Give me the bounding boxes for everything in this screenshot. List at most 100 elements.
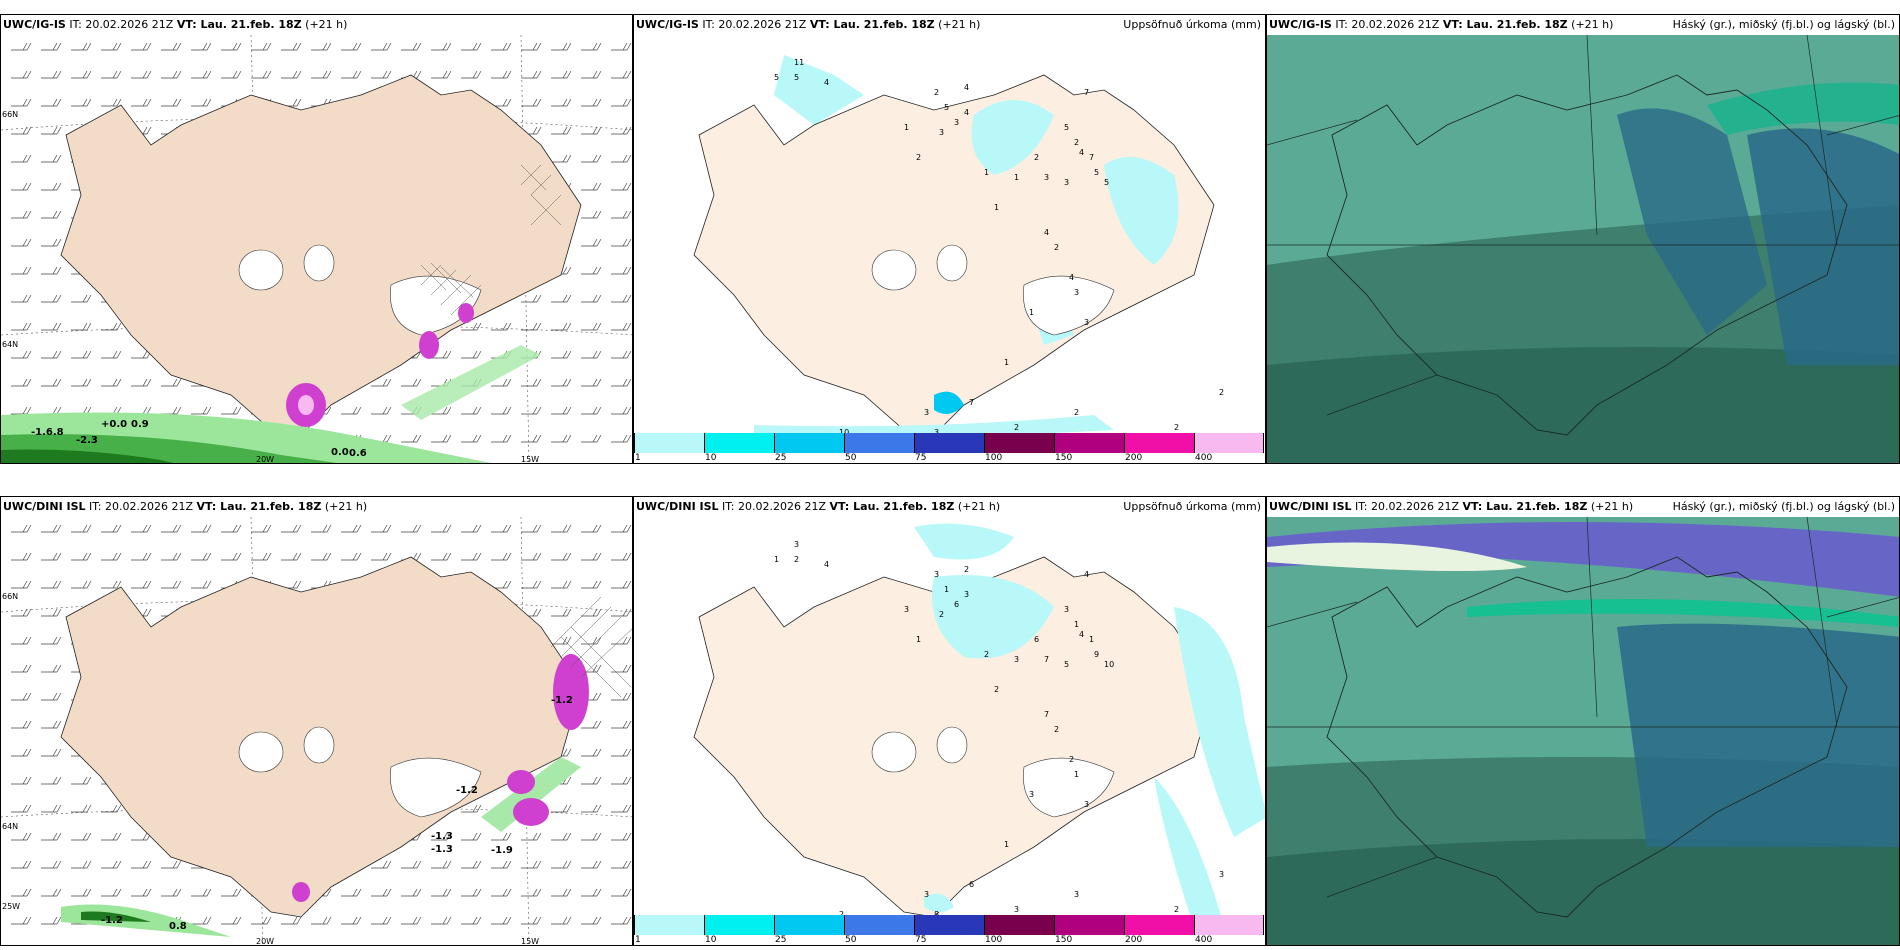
cloud-map-panel-bottom: UWC/DINI ISL IT: 20.02.2026 21Z VT: Lau.… <box>1266 496 1900 946</box>
wind-barb <box>131 98 152 107</box>
colorbar-swatch <box>984 915 1054 935</box>
wind-barb <box>11 608 32 617</box>
precip-value-label: 5 <box>794 73 799 82</box>
wind-barb <box>581 748 602 757</box>
wind-barb <box>611 98 632 107</box>
wind-barb <box>581 350 602 359</box>
wind-barb <box>41 692 62 701</box>
wind-barb <box>611 580 632 589</box>
precip-value-label: 3 <box>1084 800 1089 809</box>
wind-barb <box>551 608 572 617</box>
wind-barb <box>71 70 92 79</box>
wind-barb <box>11 98 32 107</box>
lon-label: 15W <box>521 455 540 464</box>
wind-barb <box>11 322 32 331</box>
precip-value-label: 1 <box>774 555 779 564</box>
wind-barb <box>611 776 632 785</box>
precip-value-label: 6 <box>954 600 959 609</box>
wind-barb <box>11 860 32 869</box>
colorbar-swatch <box>1124 433 1194 453</box>
colorbar-tick: 100 <box>985 453 1003 463</box>
wind-barb <box>191 524 212 533</box>
lon-label: 20W <box>256 937 275 946</box>
precip-value-label: 4 <box>1079 630 1084 639</box>
wind-barb <box>401 888 422 897</box>
precip-value-label: 3 <box>964 590 969 599</box>
precip-value-label: 7 <box>1044 710 1049 719</box>
wind-barb <box>191 70 212 79</box>
colorbar-tick: 25 <box>775 935 787 945</box>
colorbar-swatch <box>634 915 704 935</box>
wind-barb <box>581 42 602 51</box>
wind-barb <box>71 98 92 107</box>
wind-barb <box>41 182 62 191</box>
precip-value-label: 4 <box>824 78 829 87</box>
wind-barb <box>551 434 572 443</box>
precip-value-label: 3 <box>934 570 939 579</box>
wind-label: 0.0 <box>331 447 349 458</box>
wind-barb <box>311 552 332 561</box>
wind-barb <box>11 126 32 135</box>
wind-barb <box>461 406 482 415</box>
wind-barb <box>41 888 62 897</box>
wind-barb <box>71 804 92 813</box>
wind-barb <box>521 434 542 443</box>
wind-barb <box>611 322 632 331</box>
wind-barb <box>11 238 32 247</box>
wind-barb <box>611 832 632 841</box>
precip-value-label: 1 <box>1089 635 1094 644</box>
wind-barb <box>161 524 182 533</box>
precip-value-label: 2 <box>1074 408 1079 417</box>
wind-map-panel-top: UWC/IG-IS IT: 20.02.2026 21Z VT: Lau. 21… <box>0 14 633 464</box>
wind-barb <box>41 126 62 135</box>
wind-barb <box>611 210 632 219</box>
wind-barb <box>251 524 272 533</box>
precip-value-label: 7 <box>969 398 974 407</box>
wind-barb <box>251 552 272 561</box>
cloud-title: Háský (gr.), miðský (fj.bl.) og lágský (… <box>1672 18 1895 31</box>
wind-barb <box>581 154 602 163</box>
wind-barb <box>311 70 332 79</box>
wind-barb <box>41 70 62 79</box>
wind-barb <box>191 888 212 897</box>
precip-value-label: 3 <box>794 540 799 549</box>
wind-barb <box>71 776 92 785</box>
wind-label: -1.3 <box>431 831 453 842</box>
wind-barb <box>581 916 602 925</box>
colorbar-swatch <box>704 915 774 935</box>
wind-barb <box>581 860 602 869</box>
wind-barb <box>41 720 62 729</box>
wind-barb <box>611 524 632 533</box>
wind-barb <box>431 888 452 897</box>
colorbar-swatch <box>1194 915 1264 935</box>
wind-barb <box>221 552 242 561</box>
wind-barb <box>161 378 182 387</box>
precip-value-label: 1 <box>916 635 921 644</box>
wind-barb <box>581 126 602 135</box>
wind-label: 0.6 <box>349 448 367 459</box>
wind-label: 0.9 <box>131 419 149 430</box>
colorbar-tick: 100 <box>985 935 1003 945</box>
lat-label: 66N <box>2 592 19 601</box>
wind-barb <box>551 524 572 533</box>
precip-value-label: 5 <box>1064 123 1069 132</box>
wind-barb <box>11 692 32 701</box>
wind-barb <box>221 42 242 51</box>
wind-barb <box>521 322 542 331</box>
colorbar-swatch <box>914 915 984 935</box>
wind-barb <box>431 552 452 561</box>
wind-barb <box>11 210 32 219</box>
wind-barb <box>521 98 542 107</box>
precip-value-label: 7 <box>1044 655 1049 664</box>
wind-barb <box>221 524 242 533</box>
wind-barb <box>461 434 482 443</box>
wind-barb <box>41 210 62 219</box>
wind-barb <box>311 524 332 533</box>
wind-barb <box>131 580 152 589</box>
wind-barb <box>611 720 632 729</box>
wind-barb <box>491 524 512 533</box>
wind-barb <box>101 70 122 79</box>
wind-barb <box>611 126 632 135</box>
wind-label: -1.9 <box>491 845 513 856</box>
wind-barb <box>581 266 602 275</box>
